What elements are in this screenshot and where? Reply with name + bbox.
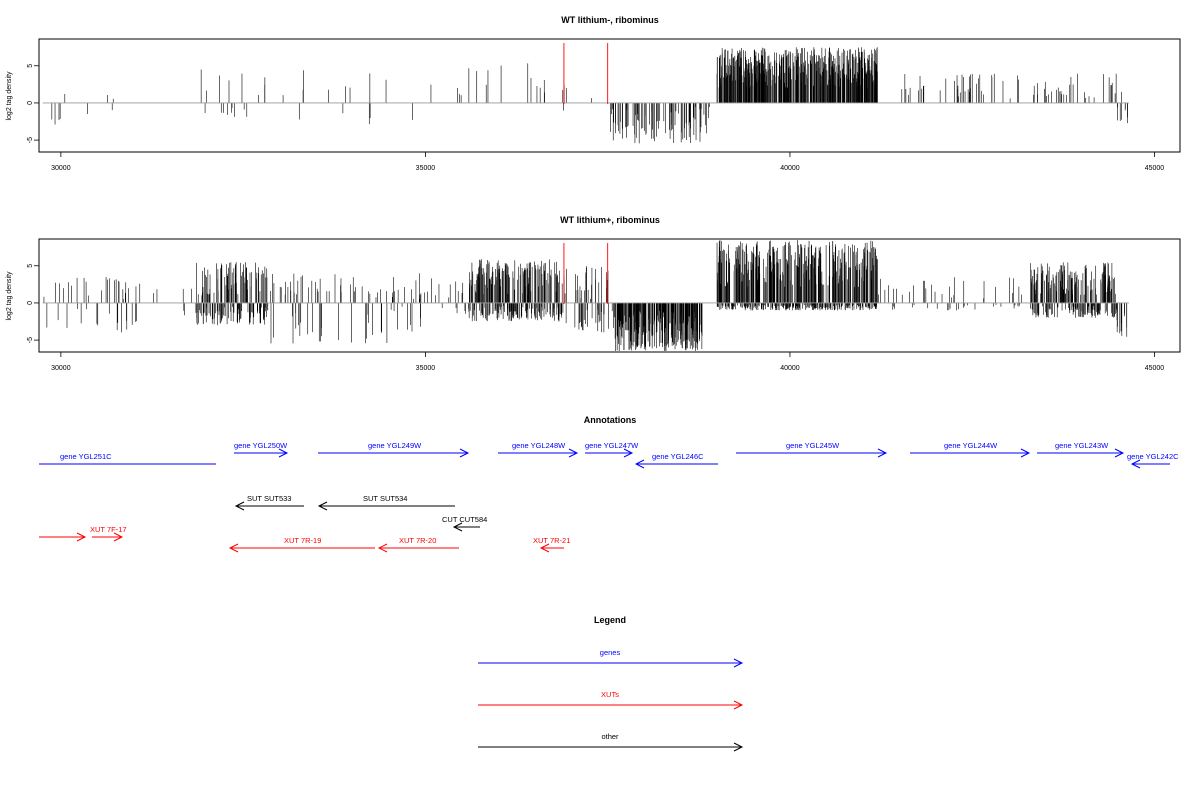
legend-item: XUTs [478,690,744,710]
legend-title: Legend [594,615,626,625]
arrow-head-icon [76,532,87,542]
annotation-feature: SUT SUT534 [317,494,455,511]
arrow-head-icon [234,501,245,511]
arrow-head-icon [228,543,239,553]
arrow-head-icon [459,448,470,458]
x-tick-label: 40000 [780,165,800,172]
annotation-feature: CUT CUT584 [442,515,487,532]
annotation-feature: gene YGL248W [498,441,579,458]
arrow-head-icon [1130,459,1141,469]
coverage-panel-lithium-plus: WT lithium+, ribominus log2 tag density … [6,215,1181,372]
x-axis: 30000 35000 40000 45000 [51,352,1164,372]
y-axis-label: log2 tag density [6,71,13,121]
legend-label: XUTs [601,690,619,699]
arrow-head-icon [317,501,328,511]
y-tick-label: 5 [27,264,34,268]
arrow-head-icon [623,448,634,458]
marker-lines [563,43,609,104]
feature-label: XUT 7R-21 [533,536,570,545]
x-tick-label: 45000 [1145,365,1165,372]
feature-label: SUT SUT533 [247,494,291,503]
arrow-head-icon [452,522,463,532]
annotation-feature: gene YGL242C [1127,452,1179,469]
y-tick-label: 0 [27,101,34,105]
arrow-head-icon [113,532,124,542]
x-tick-label: 40000 [780,365,800,372]
arrow-head-icon [733,658,744,668]
feature-label: CUT CUT584 [442,515,487,524]
annotation-feature: XUT 7R-20 [377,536,459,553]
feature-label: gene YGL247W [585,441,639,450]
arrow-head-icon [1020,448,1031,458]
y-tick-label: -5 [27,337,34,343]
plot-frame [38,238,1181,353]
annotation-feature: gene YGL249W [318,441,470,458]
legend-item: other [478,732,744,752]
y-axis: -5 0 5 [27,264,39,343]
feature-label: XUT 7R-20 [399,536,436,545]
arrow-head-icon [634,459,645,469]
y-axis: -5 0 5 [27,64,39,143]
coverage-bars [43,239,1128,352]
legend: Legend genes XUTs other [478,615,744,752]
coverage-bars [51,47,1128,144]
x-tick-label: 35000 [416,365,436,372]
y-tick-label: 0 [27,301,34,305]
annotations-title: Annotations [584,415,637,425]
annotation-feature: gene YGL246C [634,452,718,469]
feature-label: gene YGL243W [1055,441,1109,450]
x-tick-label: 30000 [51,365,71,372]
annotation-feature: SUT SUT533 [234,494,304,511]
feature-label: gene YGL244W [944,441,998,450]
arrow-head-icon [568,448,579,458]
annotation-feature [39,532,87,542]
x-axis: 30000 35000 40000 45000 [51,152,1164,172]
marker-lines [563,243,609,304]
y-tick-label: -5 [27,137,34,143]
annotation-feature: gene YGL250W [234,441,289,458]
feature-label: XUT 7R-19 [284,536,321,545]
panel-title: WT lithium+, ribominus [560,215,660,225]
feature-label: SUT SUT534 [363,494,407,503]
feature-label: gene YGL249W [368,441,422,450]
arrow-head-icon [278,448,289,458]
feature-label: gene YGL248W [512,441,566,450]
annotation-feature: gene YGL244W [910,441,1031,458]
feature-label: gene YGL250W [234,441,288,450]
feature-label: gene YGL242C [1127,452,1179,461]
arrow-head-icon [539,543,550,553]
annotation-feature: XUT 7R-19 [228,536,375,553]
annotation-feature: XUT 7R-21 [533,536,570,553]
annotation-feature: gene YGL247W [585,441,639,458]
x-tick-label: 35000 [416,165,436,172]
annotation-feature: gene YGL245W [736,441,888,458]
panel-title: WT lithium-, ribominus [561,15,659,25]
annotation-feature: gene YGL243W [1037,441,1125,458]
annotation-feature: XUT 7F-17 [90,525,127,542]
y-axis-label: log2 tag density [6,271,13,321]
arrow-head-icon [377,543,388,553]
legend-items: genes XUTs other [478,648,744,752]
annotation-feature: gene YGL251C [39,452,216,465]
arrow-head-icon [1114,448,1125,458]
x-tick-label: 30000 [51,165,71,172]
plot-frame [38,38,1181,153]
y-tick-label: 5 [27,64,34,68]
feature-label: XUT 7F-17 [90,525,127,534]
feature-label: gene YGL251C [60,452,112,461]
x-tick-label: 45000 [1145,165,1165,172]
arrow-head-icon [733,700,744,710]
feature-label: gene YGL246C [652,452,704,461]
legend-item: genes [478,648,744,668]
legend-label: other [601,732,619,741]
arrow-head-icon [877,448,888,458]
legend-label: genes [600,648,621,657]
feature-label: gene YGL245W [786,441,840,450]
coverage-panel-lithium-minus: WT lithium-, ribominus log2 tag density … [6,15,1181,172]
annotation-features: gene YGL251C gene YGL250W gene YGL249W gene… [39,441,1179,553]
arrow-head-icon [733,742,744,752]
